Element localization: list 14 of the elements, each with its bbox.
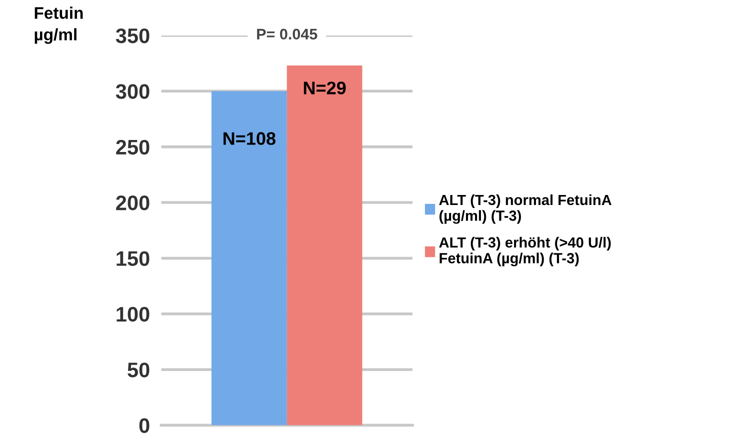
legend-label: ALT (T-3) normal FetuinA (µg/ml) (T-3) bbox=[439, 194, 612, 224]
annotation: N=29 bbox=[304, 82, 346, 94]
y-tick-label: 350 bbox=[116, 28, 150, 44]
y-tick-label: 100 bbox=[116, 306, 150, 322]
y-tick-label: 250 bbox=[116, 140, 150, 155]
legend-label: ALT (T-3) erhöht (>40 U/l) FetuinA (µg/ml) (T-3) bbox=[439, 236, 611, 266]
y-tick-label: 200 bbox=[116, 196, 150, 210]
y-tick-label: 50 bbox=[128, 362, 150, 378]
y-axis-title: Fetuin µg/ml bbox=[34, 6, 83, 44]
annotation: P= 0.045 bbox=[257, 28, 318, 40]
y-tick-label: 150 bbox=[116, 251, 150, 266]
annotation: N=108 bbox=[224, 132, 276, 145]
y-tick-label: 300 bbox=[116, 84, 150, 99]
y-tick-label: 0 bbox=[139, 418, 150, 434]
